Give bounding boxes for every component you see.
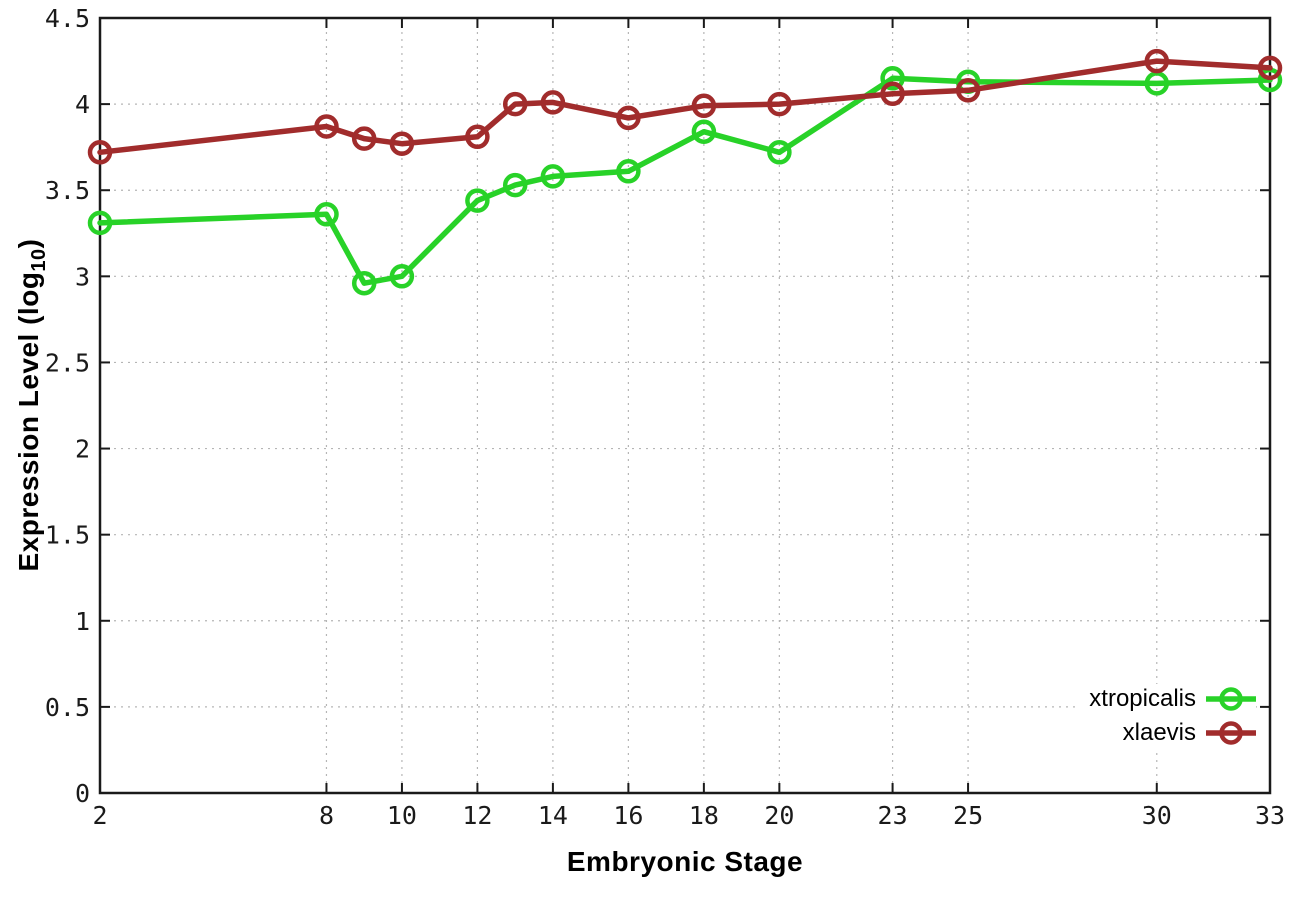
y-tick-label: 2 (75, 435, 90, 464)
data-point-xtropicalis (351, 270, 377, 296)
data-point-xtropicalis (389, 264, 415, 289)
data-point-xlaevis (389, 131, 415, 156)
data-point-xtropicalis (880, 66, 905, 91)
legend-item-xlaevis: xlaevis (1089, 718, 1256, 748)
x-tick-label: 25 (953, 801, 983, 830)
legend: xtropicalis xlaevis (1075, 684, 1256, 748)
x-tick-label: 20 (764, 801, 794, 830)
data-point-xlaevis (351, 126, 377, 151)
x-tick-label: 2 (92, 801, 107, 830)
data-point-xtropicalis (767, 140, 792, 165)
data-point-xtropicalis (691, 119, 717, 144)
x-tick-label: 18 (689, 801, 719, 830)
data-point-xlaevis (465, 124, 490, 150)
data-point-xtropicalis (502, 172, 528, 198)
data-point-xlaevis (314, 114, 339, 139)
legend-circle-marker-icon (1219, 721, 1243, 745)
x-tick-label: 10 (387, 801, 417, 830)
legend-label-xtropicalis: xtropicalis (1089, 685, 1196, 712)
legend-sample-xlaevis (1206, 721, 1256, 745)
data-point-xtropicalis (314, 202, 339, 227)
legend-circle-marker-icon (1219, 687, 1243, 711)
y-axis-title-subscript: 10 (27, 248, 50, 272)
data-point-xlaevis (1257, 55, 1283, 81)
y-tick-label: 4 (75, 90, 90, 119)
data-point-xlaevis (540, 90, 566, 115)
data-point-xlaevis (767, 91, 792, 117)
data-point-xtropicalis (465, 188, 490, 213)
legend-sample-xtropicalis (1206, 687, 1256, 711)
x-tick-label: 16 (613, 801, 643, 830)
data-point-xlaevis (87, 140, 113, 165)
data-point-xtropicalis (1144, 71, 1170, 96)
data-point-xlaevis (616, 105, 641, 131)
data-point-xlaevis (691, 93, 717, 119)
data-point-xlaevis (880, 81, 905, 107)
data-point-xlaevis (1144, 48, 1170, 74)
data-point-xtropicalis (540, 164, 566, 189)
data-point-xlaevis (955, 78, 981, 103)
plot-border (98, 16, 1272, 795)
y-tick-label: 2.5 (45, 348, 90, 377)
y-tick-label: 0 (75, 779, 90, 808)
y-axis-title-close: ) (13, 238, 45, 249)
y-tick-label: 4.5 (45, 4, 90, 33)
x-tick-label: 14 (538, 801, 568, 830)
data-point-xtropicalis (87, 210, 113, 236)
y-tick-label: 0.5 (45, 693, 90, 722)
x-tick-label: 8 (319, 801, 334, 830)
data-point-xlaevis (502, 91, 528, 117)
legend-label-xlaevis: xlaevis (1122, 719, 1196, 746)
y-tick-label: 3.5 (45, 176, 90, 205)
y-tick-label: 1 (75, 607, 90, 636)
series-line-xtropicalis (97, 75, 1273, 286)
y-axis-title-text: Expression Level (log (13, 271, 45, 572)
data-point-xtropicalis (616, 159, 641, 184)
legend-item-xtropicalis: xtropicalis (1089, 684, 1256, 714)
x-tick-label: 33 (1255, 801, 1285, 830)
y-tick-label: 3 (75, 262, 90, 291)
y-axis-title: Expression Level (log10) (13, 239, 51, 572)
x-tick-label: 23 (878, 801, 908, 830)
x-tick-label: 12 (462, 801, 492, 830)
x-tick-label: 30 (1142, 801, 1172, 830)
x-axis-title: Embryonic Stage (566, 846, 804, 877)
series-line-xlaevis (97, 58, 1273, 156)
y-tick-label: 1.5 (45, 521, 90, 550)
